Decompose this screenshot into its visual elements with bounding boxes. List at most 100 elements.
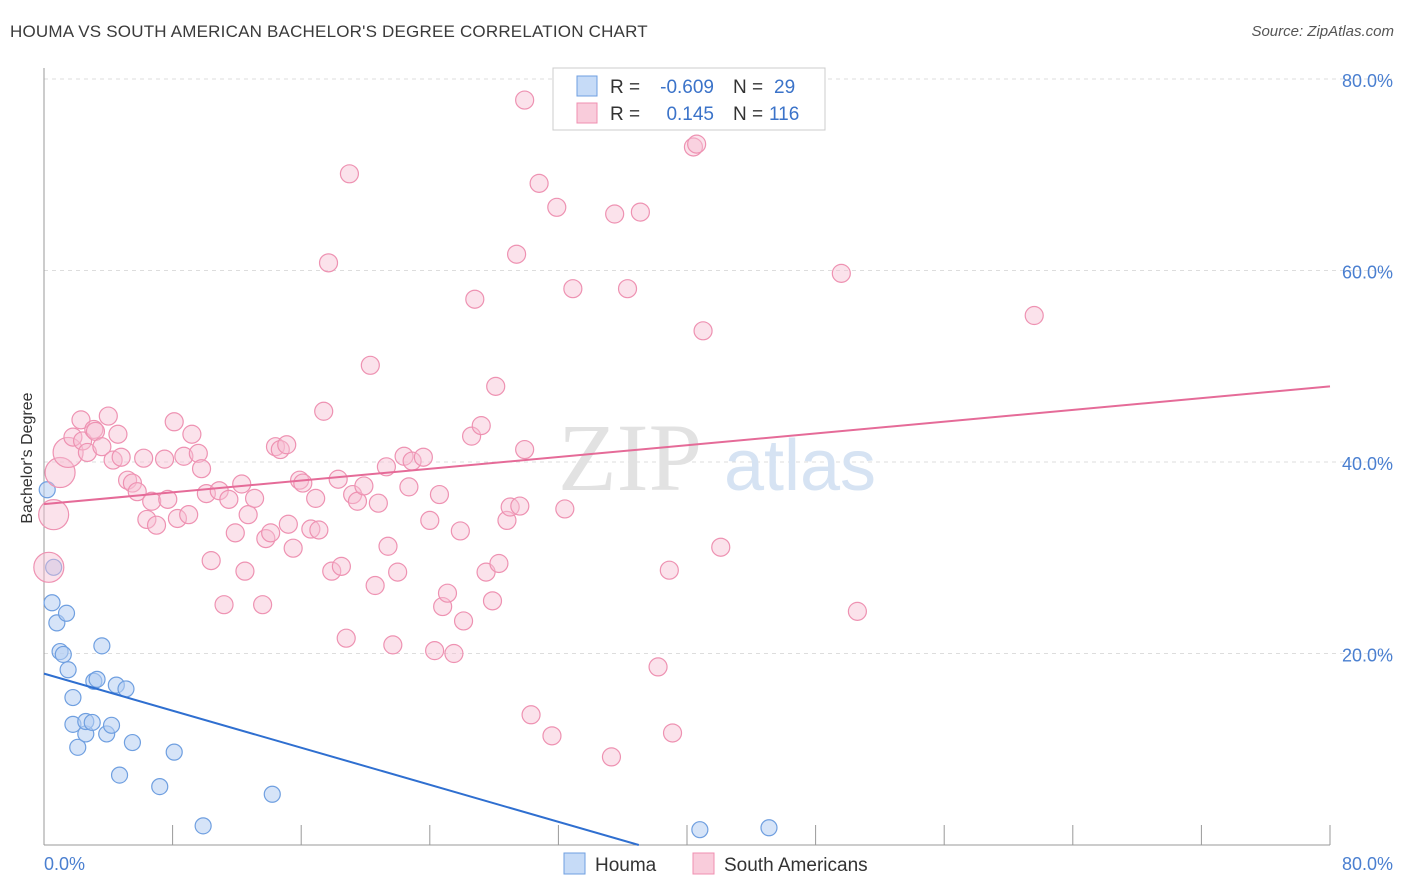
houma-point xyxy=(88,670,106,688)
south-american-point xyxy=(98,406,118,426)
houma-point xyxy=(151,777,169,796)
south-american-point xyxy=(261,523,281,543)
south-american-point xyxy=(413,447,433,467)
south-american-point xyxy=(314,401,334,421)
south-american-point xyxy=(318,253,339,273)
y-tick-label: 20.0% xyxy=(1342,646,1393,666)
south-american-point xyxy=(146,515,167,535)
south-american-point xyxy=(683,137,704,157)
south-american-point xyxy=(283,538,303,558)
south-american-point xyxy=(542,726,562,746)
south-american-point xyxy=(521,705,541,725)
south-american-point xyxy=(77,442,98,463)
south-american-point xyxy=(378,536,398,556)
houma-point xyxy=(59,661,77,679)
houma-point xyxy=(691,821,709,839)
south-american-point xyxy=(847,601,867,621)
houma-trend-line xyxy=(43,672,640,846)
south-american-point xyxy=(482,591,503,611)
x-tick-max: 80.0% xyxy=(1342,854,1393,874)
south-american-point xyxy=(111,447,131,467)
south-american-point xyxy=(182,424,202,444)
south-american-point xyxy=(461,426,482,446)
south-american-point xyxy=(214,595,234,615)
south-american-point xyxy=(306,488,326,508)
south-american-point xyxy=(662,723,683,743)
south-american-point xyxy=(507,244,527,264)
south-american-point xyxy=(515,90,535,110)
houma-point xyxy=(123,733,142,752)
axes xyxy=(43,68,1331,846)
south-n-label: N = xyxy=(733,104,763,125)
south-american-point xyxy=(137,509,157,530)
trend-lines xyxy=(43,385,1331,846)
south-american-point xyxy=(38,499,70,531)
south-american-point xyxy=(235,561,255,581)
south-american-point xyxy=(388,562,408,582)
watermark-zip: ZIP xyxy=(558,404,702,511)
south-american-point xyxy=(425,641,445,661)
south-american-point xyxy=(301,519,321,539)
watermark-atlas: atlas xyxy=(724,426,876,506)
south-american-point xyxy=(154,449,175,469)
south-american-point xyxy=(52,436,84,469)
houma-point xyxy=(263,785,281,803)
watermark: ZIP atlas xyxy=(558,404,876,511)
south-american-point xyxy=(1024,305,1044,326)
houma-bottom-label: Houma xyxy=(595,855,657,876)
source-label: Source: ZipAtlas.com xyxy=(1251,23,1394,40)
south-american-point xyxy=(429,484,450,505)
south-american-point xyxy=(383,635,403,655)
houma-bottom-swatch xyxy=(563,852,586,875)
south-american-point xyxy=(225,523,245,543)
south-american-point xyxy=(201,551,221,571)
south-american-point xyxy=(134,448,154,468)
south-american-point xyxy=(167,508,188,529)
south-american-point xyxy=(563,279,583,299)
y-tick-label: 40.0% xyxy=(1342,454,1393,474)
south-legend-swatch xyxy=(576,102,598,124)
houma-point xyxy=(165,743,183,761)
south-american-point xyxy=(365,575,385,596)
south-american-point xyxy=(831,263,851,283)
y-tick-label: 80.0% xyxy=(1342,71,1393,91)
south-american-point xyxy=(444,643,464,664)
south-american-point xyxy=(486,376,506,396)
series-legend: Houma South Americans xyxy=(563,852,868,876)
south-american-point xyxy=(339,164,360,184)
houma-r-label: R = xyxy=(610,77,640,98)
south-american-point xyxy=(453,611,474,631)
stats-legend-box xyxy=(552,67,826,131)
south-bottom-label: South Americans xyxy=(724,855,868,876)
south-american-trend-line xyxy=(43,385,1331,506)
houma-point xyxy=(69,738,87,756)
south-american-point xyxy=(253,595,273,615)
houma-legend-swatch xyxy=(576,75,598,97)
south-american-point xyxy=(601,747,622,767)
south-american-point xyxy=(232,474,252,494)
south-american-point xyxy=(44,456,76,489)
south-american-point xyxy=(510,496,530,516)
houma-n-value: 29 xyxy=(774,77,795,98)
south-american-point xyxy=(238,505,258,525)
houma-point xyxy=(110,766,129,784)
south-american-point xyxy=(555,499,575,519)
stats-legend: R = -0.609 N = 29 R = 0.145 N = 116 xyxy=(552,67,826,131)
houma-point xyxy=(43,594,61,612)
south-american-point xyxy=(420,510,440,531)
south-american-point xyxy=(309,520,329,540)
south-american-point xyxy=(179,505,199,525)
houma-point xyxy=(117,680,135,698)
x-tick-min: 0.0% xyxy=(44,854,85,874)
houma-n-label: N = xyxy=(733,77,763,98)
south-american-point xyxy=(277,435,297,455)
south-american-point xyxy=(328,469,348,489)
south-american-point xyxy=(191,459,212,479)
south-american-point xyxy=(605,204,625,224)
houma-point xyxy=(93,637,111,655)
south-american-point xyxy=(399,477,419,497)
south-american-point xyxy=(158,489,178,509)
houma-point xyxy=(64,688,82,707)
south-american-point xyxy=(450,521,470,541)
